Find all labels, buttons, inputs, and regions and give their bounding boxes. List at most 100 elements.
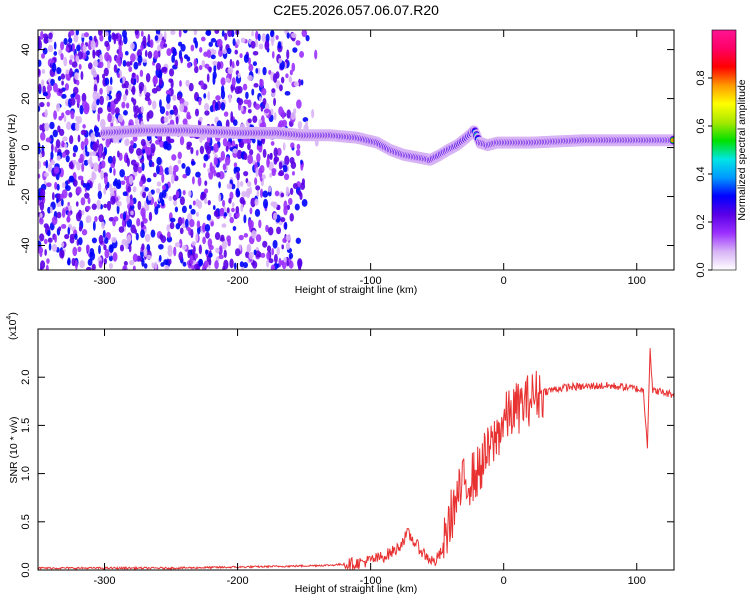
heatmap-cell: [49, 206, 53, 214]
heatmap-cell: [159, 106, 166, 115]
heatmap-cell: [46, 258, 50, 264]
heatmap-cell: [63, 56, 68, 67]
snr-y-tick-label: 1.0: [20, 466, 32, 481]
heatmap-cell: [104, 237, 109, 244]
heatmap-cell: [273, 253, 278, 264]
heatmap-cell: [252, 50, 259, 56]
heatmap-cell: [137, 55, 143, 64]
heatmap-cell: [225, 145, 229, 152]
heatmap-cell: [285, 186, 290, 197]
heatmap-cell: [100, 160, 106, 169]
heatmap-cell: [255, 234, 262, 243]
heatmap-cell: [69, 233, 75, 240]
heatmap-cell: [46, 101, 51, 107]
heatmap-cell: [159, 99, 162, 109]
heatmap-cell: [213, 143, 219, 153]
heatmap-cell: [252, 260, 258, 269]
heatmap-cell: [170, 174, 175, 185]
heatmap-cell: [284, 155, 290, 166]
heatmap-cell: [117, 179, 121, 188]
heatmap-cell: [191, 160, 196, 166]
heatmap-cell: [218, 48, 223, 57]
heatmap-cell: [85, 244, 90, 252]
heatmap-cell: [38, 160, 42, 170]
spectrogram-x-tick-label: -200: [227, 275, 249, 287]
heatmap-cell: [300, 159, 303, 165]
heatmap-cell: [236, 149, 243, 160]
heatmap-cell: [63, 37, 68, 46]
heatmap-cell: [42, 33, 49, 39]
heatmap-cell: [277, 41, 282, 49]
heatmap-cell: [161, 173, 165, 184]
heatmap-cell: [151, 262, 155, 269]
heatmap-cell: [208, 258, 212, 266]
spectrogram-y-tick-label: -40: [20, 238, 32, 254]
heatmap-cell: [208, 41, 213, 47]
heatmap-cell: [149, 39, 154, 49]
heatmap-cell: [203, 197, 208, 205]
heatmap-cell: [207, 90, 210, 101]
heatmap-cell: [258, 145, 263, 153]
heatmap-cell: [274, 190, 280, 197]
heatmap-cell: [142, 58, 148, 63]
heatmap-cell: [299, 192, 303, 200]
heatmap-cell: [155, 188, 161, 194]
heatmap-cell: [165, 110, 169, 116]
heatmap-cell: [74, 259, 78, 270]
heatmap-cell: [272, 73, 278, 83]
heatmap-cell: [104, 175, 108, 185]
heatmap-cell: [254, 198, 259, 206]
heatmap-cell: [188, 204, 192, 210]
colorbar-label: Normalized spectral amplitude: [736, 79, 748, 220]
heatmap-cell: [139, 69, 144, 78]
heatmap-cell: [123, 80, 130, 89]
heatmap-cell: [92, 221, 96, 231]
heatmap-cell: [193, 58, 198, 68]
heatmap-cell: [158, 254, 162, 262]
heatmap-cell: [266, 245, 272, 253]
heatmap-cell: [252, 61, 258, 67]
heatmap-cell: [48, 32, 53, 40]
heatmap-cell: [72, 43, 76, 53]
heatmap-cell: [108, 33, 112, 43]
heatmap-cell: [98, 30, 103, 37]
heatmap-cell: [47, 163, 53, 173]
heatmap-cell: [78, 157, 84, 164]
heatmap-cell: [169, 68, 175, 77]
heatmap-cell: [175, 190, 180, 199]
heatmap-cell: [109, 183, 113, 193]
heatmap-cell: [43, 37, 49, 44]
heatmap-cell: [39, 250, 43, 258]
heatmap-cell: [231, 61, 235, 69]
heatmap-cell: [133, 61, 139, 70]
heatmap-cell: [288, 252, 294, 260]
heatmap-cell: [146, 254, 152, 260]
heatmap-cell: [283, 257, 287, 263]
heatmap-cell: [127, 185, 132, 193]
heatmap-cell: [161, 184, 167, 191]
heatmap-cell: [88, 151, 94, 157]
heatmap-cell: [263, 108, 270, 114]
heatmap-cell: [85, 182, 91, 191]
heatmap-cell: [108, 263, 113, 269]
heatmap-cell: [97, 60, 104, 69]
heatmap-cell: [198, 97, 202, 106]
heatmap-cell: [109, 167, 113, 174]
heatmap-cell: [91, 237, 97, 244]
heatmap-cell: [256, 153, 261, 163]
heatmap-cell: [247, 108, 252, 114]
heatmap-cell: [251, 137, 256, 144]
heatmap-cell: [227, 238, 231, 247]
heatmap-cell: [208, 66, 212, 73]
heatmap-cell: [269, 152, 273, 158]
heatmap-cell: [187, 249, 191, 259]
heatmap-cell: [62, 136, 68, 142]
heatmap-cell: [154, 35, 159, 42]
heatmap-cell: [75, 186, 82, 195]
heatmap-cell: [97, 163, 102, 173]
heatmap-cell: [168, 165, 173, 176]
heatmap-cell: [55, 139, 61, 149]
heatmap-cell: [232, 119, 238, 126]
heatmap-cell: [76, 116, 82, 124]
heatmap-cell: [258, 219, 262, 229]
